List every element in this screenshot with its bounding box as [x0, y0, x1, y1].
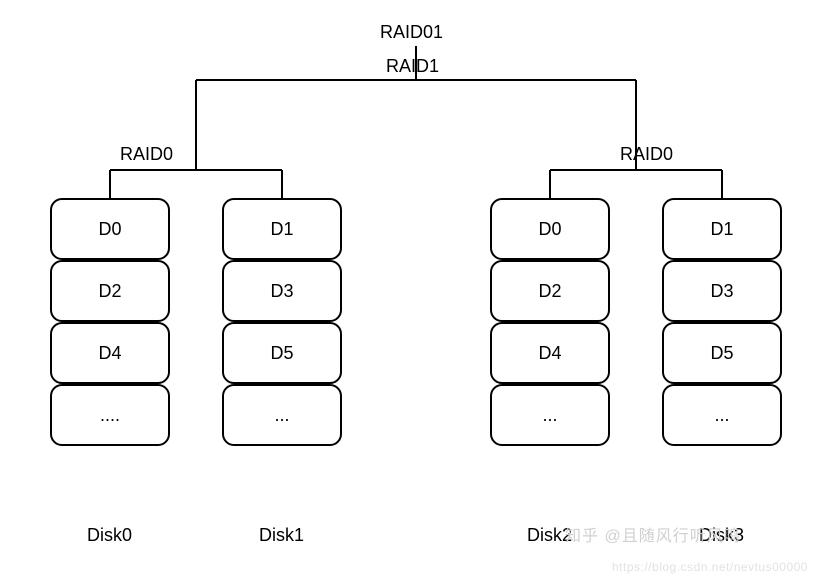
raid0-right-label: RAID0	[620, 144, 673, 165]
disk0-block-1: D2	[50, 260, 170, 322]
raid01-label: RAID01	[380, 22, 443, 43]
disk0-block-3: ....	[50, 384, 170, 446]
raid1-label: RAID1	[386, 56, 439, 77]
disk2-block-1: D2	[490, 260, 610, 322]
disk0-block-2: D4	[50, 322, 170, 384]
disk2-block-2: D4	[490, 322, 610, 384]
disk0-label: Disk0	[87, 525, 132, 546]
watermark-zhihu: 知乎 @且随风行听风鸣	[565, 522, 741, 546]
disk3-block-3: ...	[662, 384, 782, 446]
disk1-block-1: D3	[222, 260, 342, 322]
disk3-block-2: D5	[662, 322, 782, 384]
disk1-block-0: D1	[222, 198, 342, 260]
watermark-csdn: https://blog.csdn.net/nevtus00000	[612, 560, 808, 574]
disk2-block-3: ...	[490, 384, 610, 446]
disk1-block-3: ...	[222, 384, 342, 446]
disk2-block-0: D0	[490, 198, 610, 260]
disk1-block-2: D5	[222, 322, 342, 384]
disk3-block-1: D3	[662, 260, 782, 322]
disk1-label: Disk1	[259, 525, 304, 546]
raid0-left-label: RAID0	[120, 144, 173, 165]
disk3-block-0: D1	[662, 198, 782, 260]
disk0-block-0: D0	[50, 198, 170, 260]
